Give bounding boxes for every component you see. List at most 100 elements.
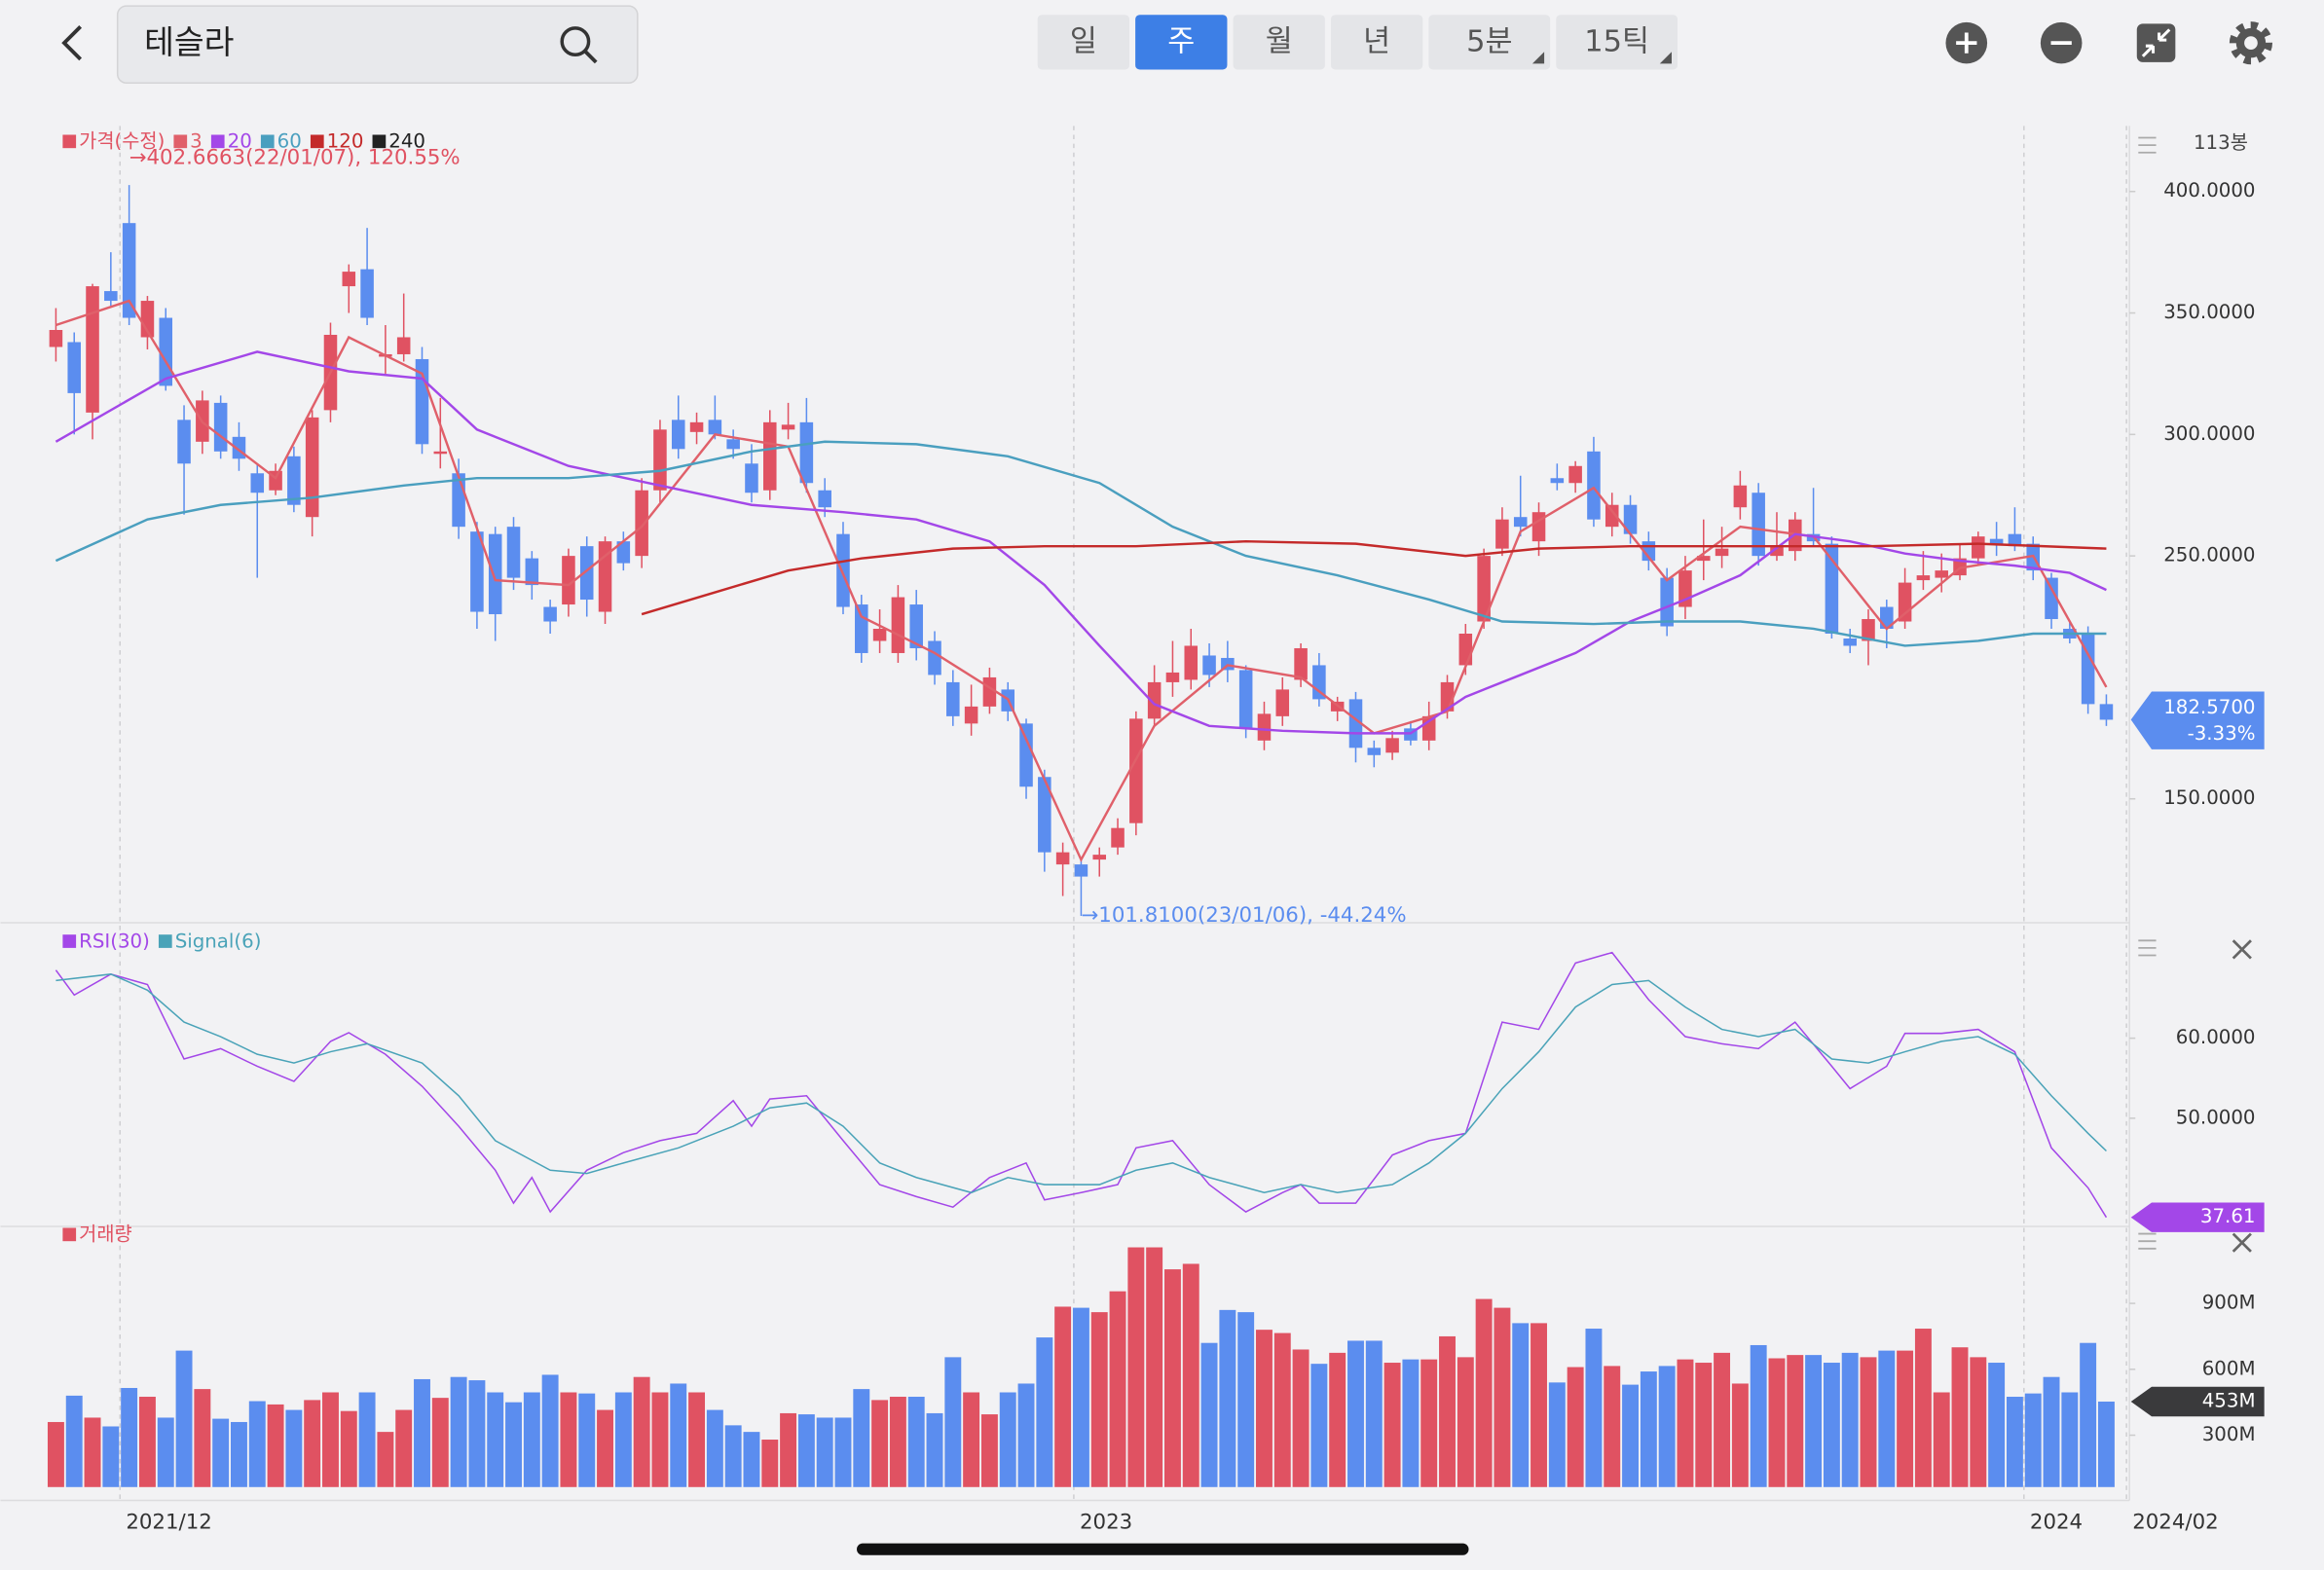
y-tick-label: 300.0000 <box>2163 422 2255 445</box>
volume-bar <box>84 1417 101 1487</box>
candle-body <box>799 421 814 484</box>
back-button[interactable] <box>61 25 83 61</box>
legend-swatch <box>210 134 225 149</box>
candle-body <box>745 463 758 493</box>
volume-bar <box>175 1350 193 1487</box>
volume-bar <box>377 1432 394 1487</box>
candle-body <box>781 424 795 430</box>
volume-bar <box>1750 1344 1767 1487</box>
period-tab[interactable] <box>1330 15 1423 70</box>
volume-bar <box>2080 1342 2097 1487</box>
legend-swatch <box>310 134 324 149</box>
candle-body <box>1752 493 1765 557</box>
volume-bar <box>907 1397 925 1487</box>
candle-body <box>689 421 704 432</box>
candle-body <box>1275 689 1290 716</box>
search-box[interactable] <box>116 5 639 84</box>
volume-bar <box>267 1404 284 1487</box>
volume-bar <box>1273 1333 1291 1487</box>
candle-body <box>140 301 155 338</box>
volume-bar <box>1695 1363 1713 1487</box>
volume-bar <box>1237 1312 1255 1487</box>
volume-bar <box>1823 1363 1840 1487</box>
candle-body <box>2045 577 2058 620</box>
candle-body <box>396 337 411 354</box>
candle-body <box>1055 852 1070 865</box>
candle-body <box>360 269 374 318</box>
home-indicator <box>857 1543 1469 1555</box>
candle-body <box>1770 546 1784 557</box>
volume-bar <box>853 1389 870 1487</box>
volume-bar <box>340 1410 357 1487</box>
candle-body <box>726 439 740 450</box>
y-tick-label: 50.0000 <box>2176 1106 2256 1128</box>
volume-bar <box>670 1383 687 1487</box>
candle-body <box>1385 738 1399 753</box>
candle-body <box>946 681 960 716</box>
candle-body <box>1972 536 1985 559</box>
volume-bar <box>248 1401 266 1487</box>
legend-label: 가격(수정) <box>79 130 165 153</box>
candle-body <box>1202 655 1216 675</box>
period-tab[interactable] <box>1233 15 1325 70</box>
candle-body <box>305 417 319 518</box>
candle-body <box>1092 855 1107 860</box>
candle-body <box>1367 748 1382 755</box>
collapse-button[interactable] <box>2136 23 2176 62</box>
x-tick-label: 2024 <box>2030 1510 2083 1534</box>
zoom-in-button[interactable] <box>1945 21 1988 64</box>
period-tab[interactable] <box>1135 15 1228 70</box>
volume-bar <box>450 1376 467 1487</box>
bars-count: 113봉 <box>2194 131 2248 154</box>
volume-bar <box>285 1409 303 1487</box>
candle-body <box>213 402 228 452</box>
candle-body <box>1862 619 1875 641</box>
period-tab[interactable] <box>1037 15 1130 70</box>
candle-body <box>1935 570 1948 578</box>
volume-bar <box>1457 1357 1474 1487</box>
volume-bar <box>560 1392 577 1487</box>
candle-body <box>543 606 557 622</box>
volume-bar <box>523 1392 540 1487</box>
candle-body <box>964 706 978 724</box>
volume-bar <box>1017 1383 1035 1487</box>
settings-button[interactable] <box>2229 21 2273 65</box>
volume-bar <box>1860 1357 1877 1487</box>
volume-bar <box>1292 1349 1310 1487</box>
volume-bar <box>780 1412 797 1487</box>
volume-bar <box>834 1417 852 1487</box>
volume-bar <box>1182 1263 1199 1487</box>
candle-body <box>342 272 356 287</box>
candle-body <box>67 342 81 393</box>
candle-body <box>1623 504 1638 534</box>
volume-bar <box>651 1392 669 1487</box>
period-tab[interactable] <box>1428 15 1551 70</box>
volume-bar <box>2006 1397 2023 1487</box>
candle-body <box>616 541 631 564</box>
pane-menu-icons[interactable] <box>2138 136 2157 1250</box>
volume-bar <box>1365 1340 1383 1487</box>
candle-body <box>2099 704 2114 720</box>
volume-bar <box>487 1392 504 1487</box>
volume-bar <box>614 1392 632 1487</box>
period-tab[interactable] <box>1556 15 1678 70</box>
candle-body <box>250 473 265 493</box>
volume-bar <box>2024 1393 2042 1487</box>
volume-bar <box>889 1397 906 1487</box>
price-tag-change: -3.33% <box>2188 722 2256 745</box>
candle-body <box>1568 465 1582 484</box>
candle-body <box>177 420 191 464</box>
candle-body <box>635 490 648 557</box>
value-tag <box>2130 1386 2265 1417</box>
candle-body <box>1257 713 1272 741</box>
volume-bar <box>1731 1383 1749 1487</box>
zoom-out-button[interactable] <box>2040 21 2083 64</box>
volume-bar <box>1163 1269 1181 1487</box>
pane-close-icons[interactable] <box>2232 939 2252 1253</box>
volume-bar <box>1604 1366 1621 1487</box>
search-icon[interactable] <box>560 26 598 64</box>
period-tab-label: 주 <box>1167 25 1195 59</box>
volume-bar <box>1109 1291 1126 1487</box>
candle-body <box>104 291 118 302</box>
